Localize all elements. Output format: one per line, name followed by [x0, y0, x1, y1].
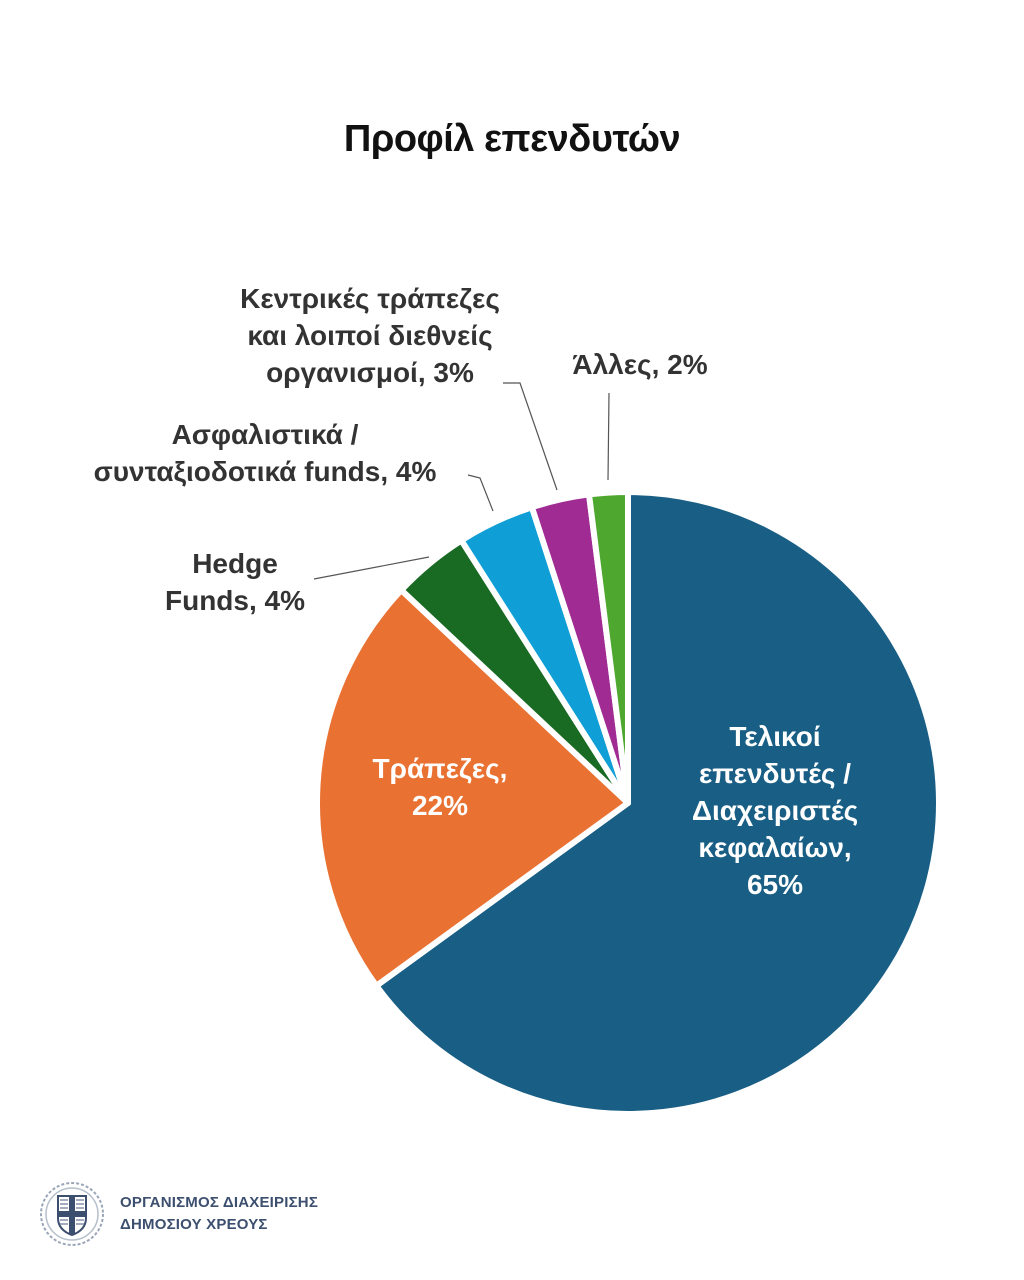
- leader-line-other: [607, 392, 610, 481]
- org-name-line-1: ΟΡΓΑΝΙΣΜΟΣ ΔΙΑΧΕΙΡΙΣΗΣ: [120, 1194, 319, 1211]
- label-line: Κεντρικές τράπεζες: [240, 283, 500, 314]
- label-line: Funds, 4%: [164, 585, 305, 616]
- label-other: Άλλες, 2%: [550, 346, 730, 383]
- label-line: Ασφαλιστικά /: [171, 419, 359, 450]
- label-line: Διαχειριστές: [691, 795, 859, 826]
- org-name-line-2: ΔΗΜΟΣΙΟΥ ΧΡΕΟΥΣ: [120, 1216, 268, 1233]
- label-insurance-funds: Ασφαλιστικά / συνταξιοδοτικά funds, 4%: [55, 416, 475, 490]
- label-line: κεφαλαίων,: [698, 832, 852, 863]
- label-line: Τράπεζες,: [372, 753, 508, 784]
- label-line: Hedge: [192, 548, 278, 579]
- greek-coat-of-arms-icon: [40, 1182, 104, 1246]
- label-final-investors: Τελικοί επενδυτές / Διαχειριστές κεφαλαί…: [660, 718, 890, 903]
- leader-line-insurance-funds: [467, 474, 494, 512]
- label-central-banks: Κεντρικές τράπεζες και λοιποί διεθνείς ο…: [200, 280, 540, 391]
- leader-line-central-banks: [503, 382, 558, 491]
- footer-branding: ΟΡΓΑΝΙΣΜΟΣ ΔΙΑΧΕΙΡΙΣΗΣ ΔΗΜΟΣΙΟΥ ΧΡΕΟΥΣ: [38, 1180, 318, 1248]
- leader-line-hedge-funds: [313, 556, 430, 580]
- slice-other: [586, 489, 631, 806]
- label-banks: Τράπεζες, 22%: [340, 750, 540, 824]
- label-line: 65%: [746, 869, 804, 900]
- slice-banks: [314, 587, 631, 989]
- slice-final-investors: [373, 489, 942, 1117]
- chart-title: Προφίλ επενδυτών: [343, 118, 681, 160]
- organization-name: ΟΡΓΑΝΙΣΜΟΣ ΔΙΑΧΕΙΡΙΣΗΣ ΔΗΜΟΣΙΟΥ ΧΡΕΟΥΣ: [120, 1192, 318, 1236]
- label-line: Άλλες, 2%: [572, 349, 708, 380]
- label-line: οργανισμοί, 3%: [266, 357, 474, 388]
- label-line: Τελικοί: [729, 721, 821, 752]
- label-hedge-funds: Hedge Funds, 4%: [140, 545, 330, 619]
- label-line: συνταξιοδοτικά funds, 4%: [93, 456, 437, 487]
- label-line: επενδυτές /: [698, 758, 852, 789]
- label-line: 22%: [411, 790, 469, 821]
- label-line: και λοιποί διεθνείς: [247, 320, 493, 351]
